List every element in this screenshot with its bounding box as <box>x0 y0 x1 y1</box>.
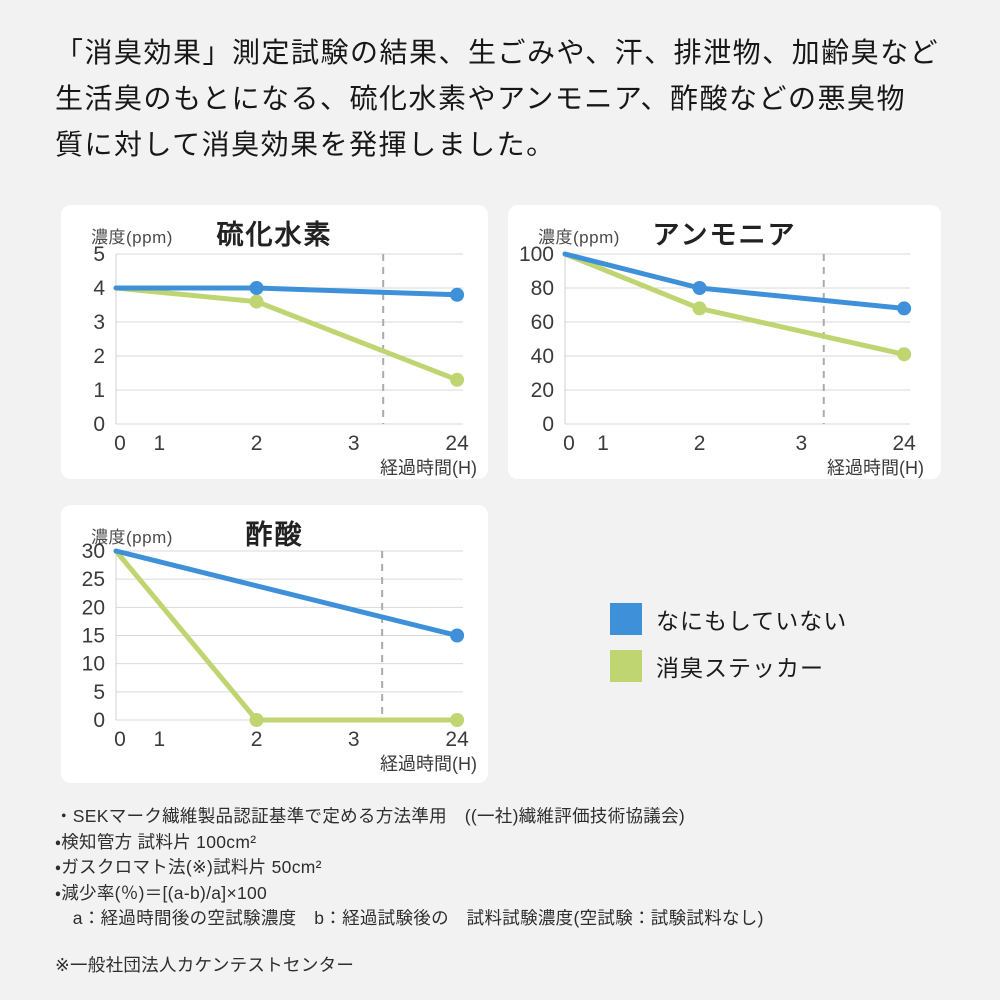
svg-text:0: 0 <box>93 709 105 732</box>
footnote-line: ・検知管方 試料片 100cm² <box>55 831 257 852</box>
chart-panel-hydrogen-sulfide: 濃度(ppm) 硫化水素 0 1 2 3 4 5 0 1 2 3 24 経過時間(H) <box>61 205 488 479</box>
chart-title-hydrogen-sulfide: 硫化水素 <box>216 220 333 250</box>
svg-text:2: 2 <box>251 432 263 455</box>
footnotes: ・SEKマーク繊維製品認証基準で定める方法準用 ((一社)繊維評価技術協議会) … <box>55 804 955 978</box>
svg-text:20: 20 <box>82 596 105 619</box>
footnote-line: ・減少率(％)＝[(a-b)/a]×100 <box>55 882 268 903</box>
page-title: 「消臭効果」測定試験の結果、生ごみや、汗、排泄物、加齢臭など 生活臭のもとになる… <box>55 30 965 168</box>
y-axis-unit-label: 濃度(ppm) <box>538 228 620 247</box>
svg-text:24: 24 <box>892 432 916 455</box>
svg-text:0: 0 <box>563 432 575 455</box>
svg-text:経過時間(H): 経過時間(H) <box>380 754 477 774</box>
footnote-line: a：経過時間後の空試験濃度 b：経過試験後の 試料試験濃度(空試験：試験試料なし… <box>55 908 764 928</box>
line-chart-hydrogen-sulfide: 0 1 2 3 4 5 0 1 2 3 24 経過時間(H) <box>93 243 477 478</box>
svg-text:100: 100 <box>519 243 554 266</box>
svg-text:20: 20 <box>531 379 554 402</box>
svg-text:24: 24 <box>445 432 469 455</box>
legend-label-deodorant-sticker: 消臭ステッカー <box>656 655 824 681</box>
svg-text:1: 1 <box>597 432 609 455</box>
chart-panel-acetic-acid: 濃度(ppm) 酢酸 0 5 10 15 20 25 30 0 1 2 3 24 経過時間(H) <box>61 505 488 783</box>
svg-text:4: 4 <box>93 277 105 300</box>
svg-text:3: 3 <box>795 432 807 455</box>
footnote-line: ・ガスクロマト法(※)試料片 50cm² <box>55 857 322 877</box>
svg-text:0: 0 <box>93 413 105 436</box>
svg-text:5: 5 <box>93 243 105 266</box>
y-axis-unit-label: 濃度(ppm) <box>91 528 173 547</box>
svg-text:10: 10 <box>82 653 105 676</box>
svg-text:2: 2 <box>93 345 105 368</box>
svg-text:0: 0 <box>542 413 554 436</box>
svg-text:60: 60 <box>531 311 554 334</box>
line-chart-acetic-acid: 0 5 10 15 20 25 30 0 1 2 3 24 経過時間(H) <box>82 540 477 774</box>
svg-text:30: 30 <box>82 540 105 563</box>
svg-text:25: 25 <box>82 568 105 591</box>
header-line-2: 生活臭のもとになる、硫化水素やアンモニア、酢酸などの悪臭物 <box>55 83 907 114</box>
svg-text:3: 3 <box>348 728 360 751</box>
legend-swatch-green <box>610 650 642 682</box>
footnote-line: ・SEKマーク繊維製品認証基準で定める方法準用 ((一社)繊維評価技術協議会) <box>55 806 686 826</box>
svg-text:0: 0 <box>114 432 126 455</box>
chart-legend: なにもしていない 消臭ステッカー <box>610 603 847 697</box>
header-line-1: 「消臭効果」測定試験の結果、生ごみや、汗、排泄物、加齢臭など <box>55 37 940 68</box>
svg-text:80: 80 <box>531 277 554 300</box>
svg-text:経過時間(H): 経過時間(H) <box>380 458 477 478</box>
legend-item-deodorant-sticker: 消臭ステッカー <box>610 650 847 682</box>
svg-text:1: 1 <box>154 432 166 455</box>
svg-text:1: 1 <box>154 728 166 751</box>
y-axis-unit-label: 濃度(ppm) <box>91 228 173 247</box>
svg-text:3: 3 <box>93 311 105 334</box>
chart-panel-ammonia: 濃度(ppm) アンモニア 0 20 40 60 80 100 0 1 2 3 24 経過時間(H) <box>508 205 941 479</box>
svg-text:15: 15 <box>82 625 105 648</box>
svg-text:3: 3 <box>348 432 360 455</box>
svg-text:24: 24 <box>445 728 469 751</box>
svg-text:1: 1 <box>93 379 105 402</box>
legend-label-untreated: なにもしていない <box>656 608 848 634</box>
footnote-test-center: ※一般社団法人カケンテストセンター <box>55 954 355 975</box>
svg-text:2: 2 <box>694 432 706 455</box>
legend-item-untreated: なにもしていない <box>610 603 847 635</box>
legend-swatch-blue <box>610 603 642 635</box>
svg-text:経過時間(H): 経過時間(H) <box>827 458 924 478</box>
header-line-3: 質に対して消臭効果を発揮しました。 <box>55 129 556 160</box>
chart-title-acetic-acid: 酢酸 <box>245 520 304 550</box>
svg-text:2: 2 <box>251 728 263 751</box>
chart-title-ammonia: アンモニア <box>652 220 797 250</box>
svg-text:5: 5 <box>93 681 105 704</box>
svg-text:0: 0 <box>114 728 126 751</box>
svg-text:40: 40 <box>531 345 554 368</box>
